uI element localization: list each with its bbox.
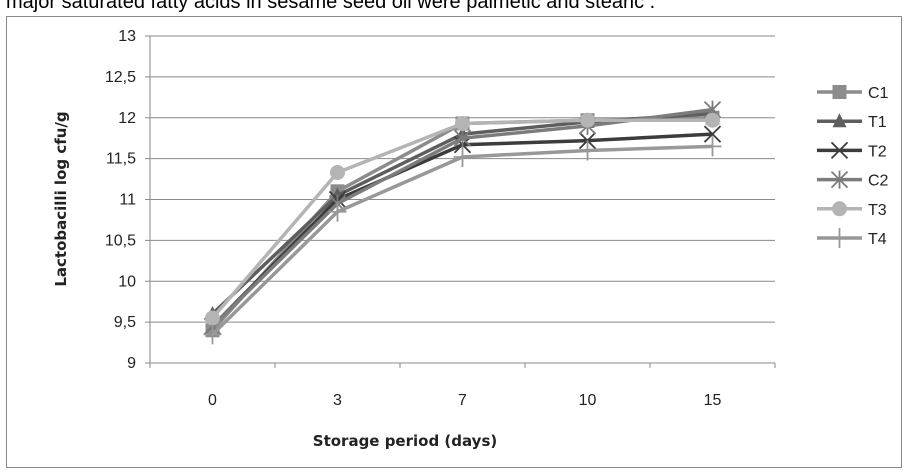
data-point xyxy=(703,125,722,143)
series-c2 xyxy=(203,100,722,336)
legend-label: T2 xyxy=(868,143,887,160)
data-point xyxy=(328,201,347,222)
legend-item-t4: T4 xyxy=(817,228,887,248)
y-tick-label: 10,5 xyxy=(105,232,136,249)
y-tick-label: 11,5 xyxy=(106,151,136,168)
series-t4 xyxy=(203,136,722,345)
axes: 9 9,5 10 10,5 11 11,5 12 12,5 13 0 3 7 10 15 xyxy=(105,28,776,409)
x-tick-label: 3 xyxy=(333,392,342,409)
legend-label: T3 xyxy=(868,202,887,219)
data-point xyxy=(578,140,597,161)
data-point xyxy=(455,115,470,131)
data-point xyxy=(330,165,345,181)
data-point xyxy=(453,146,472,167)
x-tick-label: 10 xyxy=(579,392,597,409)
y-tick-label: 11 xyxy=(119,192,136,209)
x-axis-title: Storage period (days) xyxy=(313,432,497,450)
x-tick-label: 7 xyxy=(458,392,467,409)
legend-item-t3: T3 xyxy=(817,201,887,219)
data-point xyxy=(703,136,722,157)
series-lines xyxy=(203,100,722,345)
legend-item-t2: T2 xyxy=(817,141,887,160)
data-point xyxy=(580,112,595,128)
series-t3 xyxy=(205,112,720,326)
y-tick-label: 9,5 xyxy=(114,314,136,331)
legend-marker xyxy=(832,85,847,99)
data-point xyxy=(203,324,222,345)
y-tick-label: 12 xyxy=(118,110,136,127)
legend-item-t1: T1 xyxy=(817,113,887,131)
legend-label: T4 xyxy=(868,231,887,248)
chart-frame xyxy=(6,16,902,468)
legend-label: T1 xyxy=(868,114,887,131)
x-tick-label: 0 xyxy=(208,392,217,409)
y-axis-title: Lactobacilli log cfu/g xyxy=(52,111,70,286)
gridlines xyxy=(150,35,775,364)
y-tick-label: 13 xyxy=(118,28,136,45)
legend-marker xyxy=(830,141,849,160)
legend-label: C2 xyxy=(868,173,889,190)
data-point xyxy=(453,129,472,148)
legend-label: C1 xyxy=(868,85,889,102)
x-tick-label: 15 xyxy=(704,392,722,409)
page-text-fragment: major saturated fatty acids in sesame se… xyxy=(6,0,656,13)
legend: C1 T1 T2 C2 T3 T4 xyxy=(817,85,889,248)
legend-marker xyxy=(832,113,847,128)
legend-marker xyxy=(830,170,849,189)
y-tick-label: 12,5 xyxy=(105,69,136,86)
legend-marker xyxy=(830,228,849,248)
legend-item-c1: C1 xyxy=(817,85,889,102)
y-tick-label: 10 xyxy=(118,273,136,290)
data-point xyxy=(705,112,720,128)
legend-item-c2: C2 xyxy=(817,170,889,190)
y-tick-label: 9 xyxy=(127,355,136,372)
data-point xyxy=(205,310,220,326)
legend-marker xyxy=(832,201,847,217)
